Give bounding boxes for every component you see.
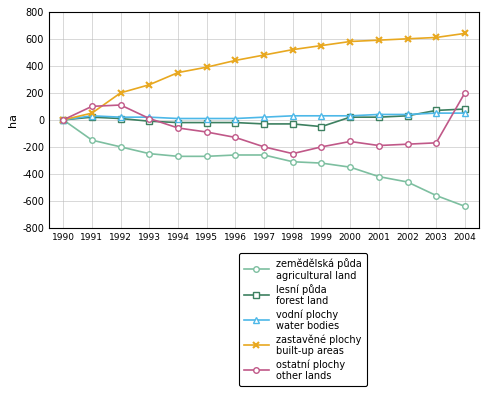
Y-axis label: ha: ha <box>8 113 18 127</box>
Legend: zemědělská půda
agricultural land, lesní půda
forest land, vodní plochy
water bo: zemědělská půda agricultural land, lesní… <box>239 253 366 386</box>
